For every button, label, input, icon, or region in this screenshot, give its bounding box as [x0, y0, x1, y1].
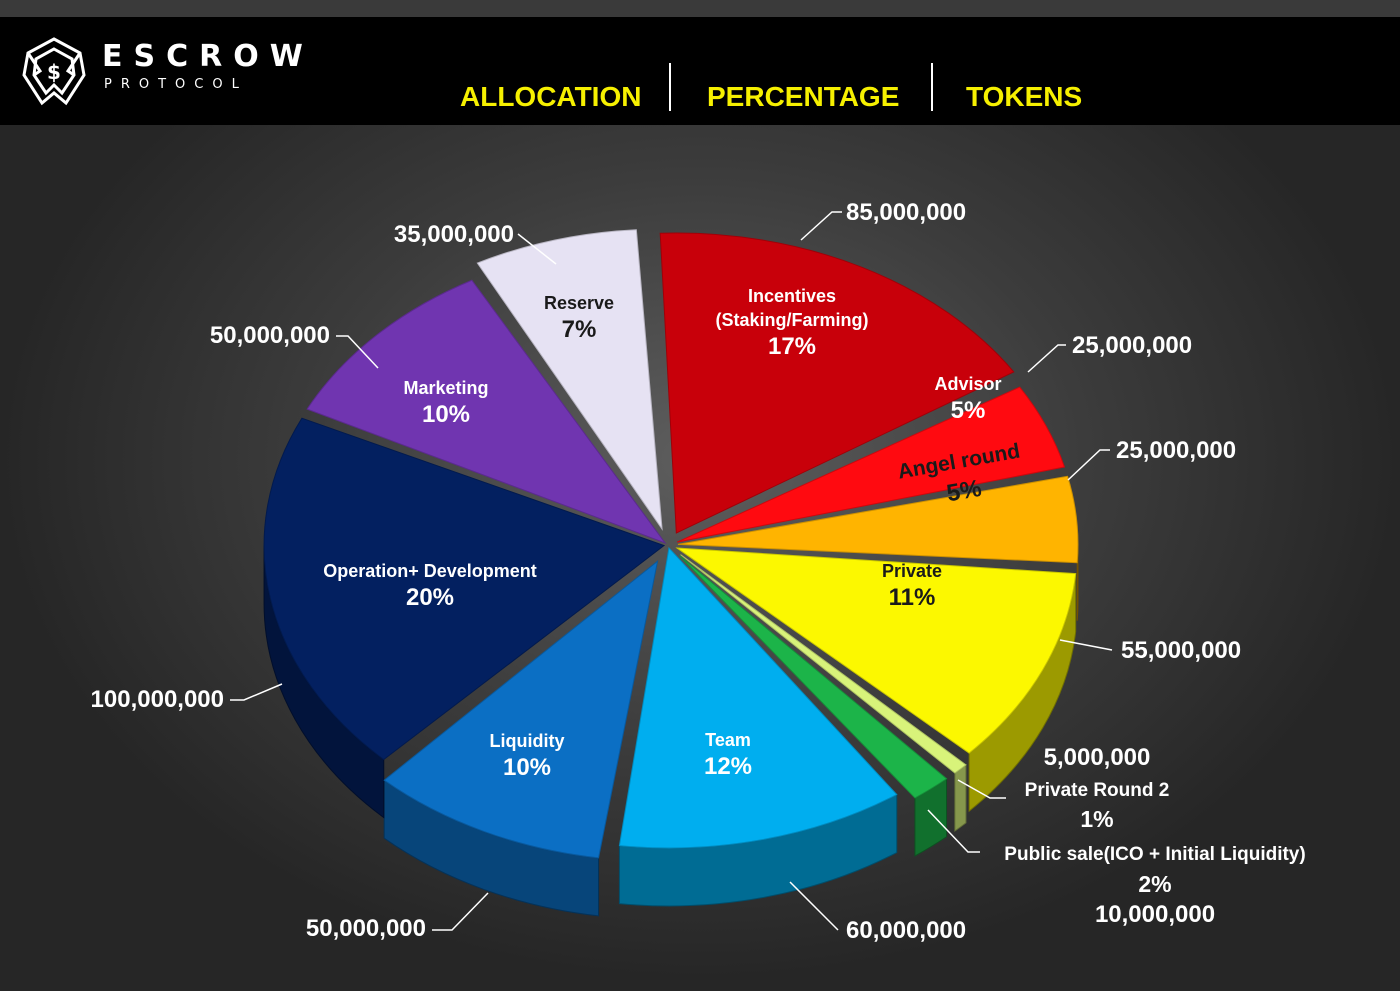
leader-lines [230, 211, 1113, 931]
leader-line [230, 683, 283, 701]
pie-tops [263, 229, 1079, 859]
slice-percent: 5% [951, 397, 986, 424]
slice-label: Operation+ Development [323, 561, 537, 581]
pie-slice [618, 546, 898, 849]
slice-percent: 17% [768, 333, 816, 360]
slice-label-group: Advisor 5% [934, 374, 1001, 424]
leader-line [1027, 344, 1066, 373]
pie-slice [306, 279, 667, 544]
token-value: 10,000,000 [1095, 901, 1215, 928]
slice-label-group: Private 11% [882, 561, 942, 611]
pie-slice-side [954, 763, 967, 832]
leader-line [1067, 449, 1110, 481]
leader-line [336, 335, 379, 369]
brand-subtitle: PROTOCOL [104, 77, 248, 92]
header-tokens: TOKENS [966, 81, 1083, 112]
token-value: 50,000,000 [210, 322, 330, 349]
slice-percent: 11% [889, 584, 936, 611]
pie-sides [263, 544, 1079, 917]
pie-slice [476, 229, 663, 531]
token-value: 50,000,000 [306, 915, 426, 942]
slice-label: Private [882, 561, 942, 581]
leader-line [957, 779, 1006, 799]
token-value: 85,000,000 [846, 199, 966, 226]
slice-label: Liquidity [490, 731, 565, 751]
token-value: 55,000,000 [1121, 637, 1241, 664]
slice-percent: 2% [1138, 871, 1171, 897]
pie-slice [677, 475, 1079, 564]
leader-line [1059, 639, 1113, 651]
leader-line [800, 211, 842, 241]
pie-slice [680, 554, 967, 774]
token-labels: 85,000,000 25,000,000 25,000,000 55,000,000… [91, 199, 1306, 944]
slice-label-group: Reserve 7% [544, 293, 614, 343]
slice-label: Team [705, 730, 751, 750]
brand-name: ESCROW [102, 39, 314, 74]
token-value: 25,000,000 [1072, 332, 1192, 359]
pie-slice [659, 232, 1015, 534]
slice-percent: 10% [503, 754, 551, 781]
token-value: 35,000,000 [394, 221, 514, 248]
token-value: 25,000,000 [1116, 437, 1236, 464]
slice-label: Incentives [748, 286, 836, 306]
slice-label: Private Round 2 [1025, 780, 1170, 801]
slice-label-group: Incentives (Staking/Farming) 17% [715, 286, 868, 360]
slice-label-group: Operation+ Development 20% [323, 561, 537, 611]
slice-percent: 10% [422, 401, 470, 428]
pie-slice [678, 555, 948, 799]
leader-line [789, 881, 839, 931]
token-value: 60,000,000 [846, 917, 966, 944]
slice-label-group: Liquidity 10% [490, 731, 565, 781]
pie-slice [383, 559, 659, 859]
slice-label: (Staking/Farming) [715, 310, 868, 330]
slice-label-group: Team 12% [704, 730, 752, 780]
svg-text:$: $ [47, 60, 61, 84]
leader-line [927, 809, 980, 853]
slice-percent: 12% [704, 753, 752, 780]
slice-label: Advisor [934, 374, 1001, 394]
token-value: 5,000,000 [1044, 744, 1151, 771]
header-percentage: PERCENTAGE [707, 81, 900, 112]
pie-slice [675, 547, 1077, 754]
token-value: 100,000,000 [91, 686, 224, 713]
slice-label: Public sale(ICO + Initial Liquidity) [1004, 844, 1305, 865]
pie-slice [677, 386, 1066, 543]
pie-slice [263, 417, 666, 761]
slice-percent: 1% [1080, 806, 1113, 832]
slice-label: Marketing [403, 378, 488, 398]
slice-percent: 7% [562, 316, 597, 343]
slice-label: Reserve [544, 293, 614, 313]
header-allocation: ALLOCATION [460, 81, 642, 112]
slice-percent: 5% [945, 475, 984, 508]
slice-label-group: Marketing 10% [403, 378, 488, 428]
top-strip [0, 0, 1400, 17]
header-divider [669, 63, 671, 111]
escrow-logo-icon: $ [22, 37, 86, 106]
leader-line [517, 233, 557, 265]
header-bar: $ ESCROW PROTOCOL ALLOCATION PERCENTAGE … [0, 17, 1400, 125]
slice-percent: 20% [406, 584, 454, 611]
leader-line [432, 892, 489, 931]
header-divider [931, 63, 933, 111]
